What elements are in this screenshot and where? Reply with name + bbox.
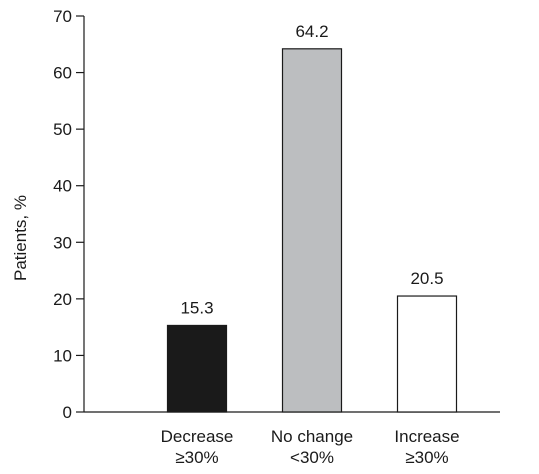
category-label-line1: Decrease bbox=[161, 427, 234, 446]
category-label-line2: ≥30% bbox=[175, 448, 218, 467]
bar bbox=[281, 48, 343, 413]
category-label-line2: <30% bbox=[290, 448, 334, 467]
y-axis: 0 10 20 30 40 50 60 70 bbox=[53, 7, 85, 422]
y-tick-label: 20 bbox=[53, 290, 72, 309]
y-tick-label: 60 bbox=[53, 64, 72, 83]
y-tick-label: 70 bbox=[53, 7, 72, 26]
bar-value-label: 15.3 bbox=[180, 298, 213, 317]
category-label-line1: Increase bbox=[394, 427, 459, 446]
category-labels: Decrease ≥30% No change <30% Increase ≥30% bbox=[161, 427, 460, 467]
y-axis-title: Patients, % bbox=[11, 195, 30, 281]
category-label-line2: ≥30% bbox=[405, 448, 448, 467]
data-labels: 15.3 64.2 20.5 bbox=[180, 22, 443, 318]
bar-value-label: 64.2 bbox=[295, 22, 328, 41]
bar-value-label: 20.5 bbox=[410, 269, 443, 288]
y-tick-label: 0 bbox=[63, 403, 72, 422]
y-tick-label: 40 bbox=[53, 177, 72, 196]
y-tick-label: 30 bbox=[53, 233, 72, 252]
y-tick-label: 10 bbox=[53, 346, 72, 365]
bar bbox=[166, 324, 228, 413]
y-tick-label: 50 bbox=[53, 120, 72, 139]
bars bbox=[166, 48, 458, 413]
category-label-line1: No change bbox=[271, 427, 353, 446]
bar bbox=[396, 295, 458, 413]
